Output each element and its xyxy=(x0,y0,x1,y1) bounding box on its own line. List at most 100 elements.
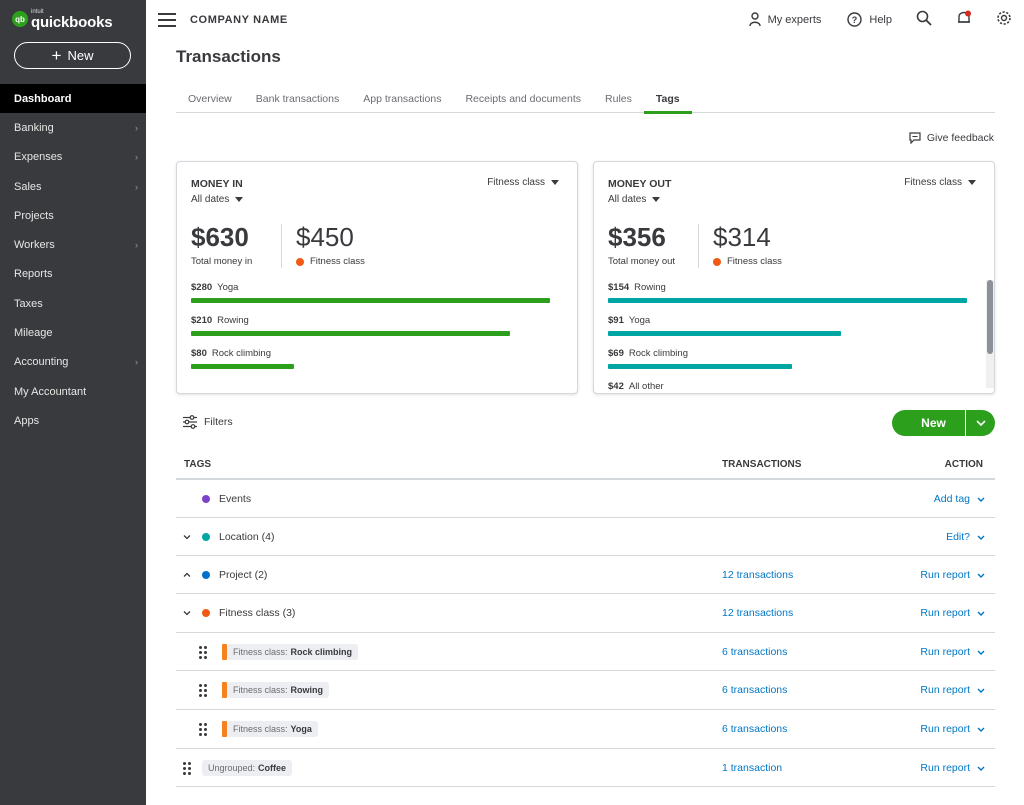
sidebar-item-label: Workers xyxy=(14,239,55,252)
sidebar-item-projects[interactable]: Projects xyxy=(0,201,146,230)
money-in-filter-dropdown[interactable]: Fitness class xyxy=(487,177,559,188)
new-dropdown-button[interactable] xyxy=(965,410,995,436)
tab-overview[interactable]: Overview xyxy=(188,93,232,105)
chevron-down-icon[interactable] xyxy=(183,611,191,616)
chevron-right-icon: › xyxy=(135,181,138,192)
action-dropdown-run-report[interactable]: Run report xyxy=(920,607,985,619)
sidebar-item-apps[interactable]: Apps xyxy=(0,406,146,435)
money-in-subtotal: $450 xyxy=(296,222,354,252)
svg-text:?: ? xyxy=(852,15,858,25)
tag-pill-prefix: Fitness class: xyxy=(233,646,288,657)
sidebar-item-expenses[interactable]: Expenses › xyxy=(0,143,146,172)
bar-amount: $80 xyxy=(191,348,207,359)
filters-button[interactable]: Filters xyxy=(182,415,233,429)
sidebar-item-dashboard[interactable]: Dashboard xyxy=(0,84,146,114)
my-experts-link[interactable]: My experts xyxy=(748,12,821,27)
sidebar-item-label: Sales xyxy=(14,180,42,193)
transactions-link[interactable]: 6 transactions xyxy=(722,723,788,735)
tag-group-name: Fitness class (3) xyxy=(219,607,296,619)
sidebar-item-sales[interactable]: Sales › xyxy=(0,172,146,201)
chevron-right-icon: › xyxy=(135,152,138,163)
money-out-scrollbar-thumb[interactable] xyxy=(987,280,993,354)
new-tag-button[interactable]: New xyxy=(892,410,965,436)
help-link[interactable]: ? Help xyxy=(847,12,892,27)
table-row: Events Add tag xyxy=(176,480,995,518)
transactions-link[interactable]: 6 transactions xyxy=(722,684,788,696)
sidebar-item-label: Taxes xyxy=(14,297,43,310)
tag-group-name: Events xyxy=(219,492,252,505)
drag-handle-icon[interactable] xyxy=(199,723,207,736)
notifications-bell-icon[interactable] xyxy=(956,10,972,29)
bar-category: All other xyxy=(628,381,664,392)
money-out-card: MONEY OUT All dates Fitness class $356 T… xyxy=(593,161,995,394)
tag-pill-text: Ungrouped: Coffee xyxy=(202,759,293,776)
tag-pill[interactable]: Fitness class: Yoga xyxy=(222,721,318,737)
tab-app-transactions[interactable]: App transactions xyxy=(363,93,442,105)
chevron-up-icon[interactable] xyxy=(183,572,191,577)
tag-color-dot-icon xyxy=(202,609,210,617)
sidebar-nav: Dashboard Banking › Expenses › Sales › Projects… xyxy=(0,84,146,436)
money-in-dates-label: All dates xyxy=(191,194,230,205)
sidebar-item-workers[interactable]: Workers › xyxy=(0,230,146,259)
give-feedback-link[interactable]: Give feedback xyxy=(909,132,994,144)
chevron-down-icon[interactable] xyxy=(183,534,191,539)
drag-handle-icon[interactable] xyxy=(199,684,207,697)
bar-amount: $154 xyxy=(608,282,630,293)
action-dropdown-run-report[interactable]: Run report xyxy=(920,684,985,696)
action-dropdown-run-report[interactable]: Run report xyxy=(920,569,985,581)
money-in-dates-dropdown[interactable]: All dates xyxy=(191,194,244,205)
header-transactions: TRANSACTIONS xyxy=(722,459,802,470)
tab-bank-transactions[interactable]: Bank transactions xyxy=(255,93,340,105)
bar-row-rock-climbing: $80 Rock climbing xyxy=(191,348,551,381)
sidebar-new-button[interactable]: + New xyxy=(14,42,131,69)
money-out-subtotal-legend: Fitness class xyxy=(713,256,782,267)
sidebar-item-accounting[interactable]: Accounting › xyxy=(0,348,146,377)
action-dropdown-run-report[interactable]: Run report xyxy=(920,646,985,658)
sidebar-item-mileage[interactable]: Mileage xyxy=(0,318,146,347)
tag-pill-prefix: Ungrouped: xyxy=(208,762,256,773)
tab-rules[interactable]: Rules xyxy=(605,93,632,105)
filters-label: Filters xyxy=(204,416,233,428)
bar-label: $154 Rowing xyxy=(608,282,968,293)
sidebar-item-my-accountant[interactable]: My Accountant xyxy=(0,377,146,406)
action-dropdown-run-report[interactable]: Run report xyxy=(920,762,985,774)
transactions-link[interactable]: 12 transactions xyxy=(722,568,794,581)
sidebar-item-reports[interactable]: Reports xyxy=(0,260,146,289)
tag-pill[interactable]: Fitness class: Rock climbing xyxy=(222,643,359,660)
table-row: Ungrouped: Coffee 1 transaction Run report xyxy=(176,749,995,787)
bar-category: Rock climbing xyxy=(628,348,688,359)
tab-tags[interactable]: Tags xyxy=(643,85,692,114)
tag-pill[interactable]: Fitness class: Rowing xyxy=(222,682,330,698)
hamburger-menu-icon[interactable] xyxy=(158,13,176,27)
legend-dot-icon xyxy=(713,257,721,266)
transactions-link[interactable]: 6 transactions xyxy=(722,645,788,658)
settings-gear-icon[interactable] xyxy=(996,10,1012,29)
action-label: Run report xyxy=(920,684,970,696)
tag-pill[interactable]: Ungrouped: Coffee xyxy=(202,759,293,776)
header-tags[interactable]: TAGS xyxy=(184,459,212,470)
transactions-link[interactable]: 12 transactions xyxy=(722,607,794,619)
quickbooks-logo[interactable]: qb intuit quickbooks xyxy=(0,0,146,38)
tag-color-dot-icon xyxy=(202,532,210,541)
money-out-subtotal: $314 xyxy=(713,222,771,252)
tab-receipts-and-documents[interactable]: Receipts and documents xyxy=(465,93,582,105)
transactions-link[interactable]: 1 transaction xyxy=(722,761,783,774)
money-out-filter-dropdown[interactable]: Fitness class xyxy=(904,177,976,188)
tag-pill-text: Fitness class: Rowing xyxy=(227,682,330,698)
search-icon[interactable] xyxy=(916,10,932,29)
tag-group-name: Project (2) xyxy=(219,568,268,581)
sidebar-item-banking[interactable]: Banking › xyxy=(0,113,146,142)
company-name[interactable]: COMPANY NAME xyxy=(190,14,288,26)
drag-handle-icon[interactable] xyxy=(199,645,207,659)
drag-handle-icon[interactable] xyxy=(183,761,191,775)
action-dropdown-add-tag[interactable]: Add tag xyxy=(934,493,985,505)
money-out-dates-dropdown[interactable]: All dates xyxy=(608,194,661,205)
table-header: TAGS TRANSACTIONS ACTION xyxy=(176,448,995,480)
tags-table: TAGS TRANSACTIONS ACTION Events Add tag Lo… xyxy=(176,448,995,787)
bar-fill xyxy=(191,364,294,369)
action-dropdown-run-report[interactable]: Run report xyxy=(920,723,985,735)
money-in-card: MONEY IN All dates Fitness class $630 To… xyxy=(176,161,578,394)
caret-down-icon xyxy=(235,197,244,202)
action-dropdown-edit[interactable]: Edit? xyxy=(946,531,985,543)
sidebar-item-taxes[interactable]: Taxes xyxy=(0,289,146,318)
